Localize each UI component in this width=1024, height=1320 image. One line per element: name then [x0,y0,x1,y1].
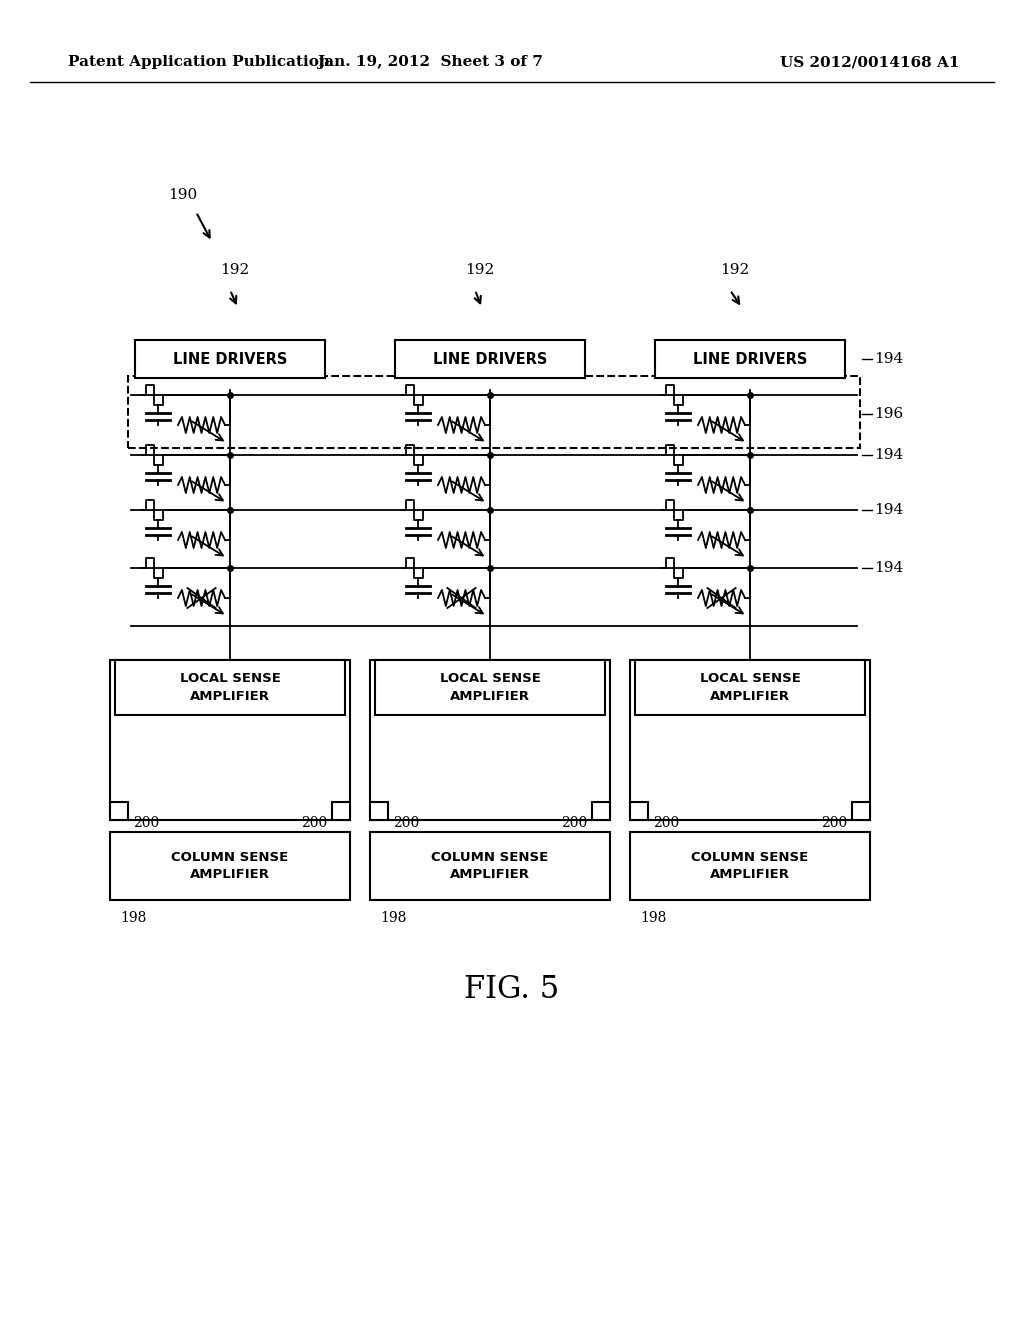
Text: 198: 198 [380,911,407,925]
Text: 198: 198 [640,911,667,925]
Text: LOCAL SENSE
AMPLIFIER: LOCAL SENSE AMPLIFIER [699,672,801,702]
Text: 200: 200 [393,816,419,830]
Text: US 2012/0014168 A1: US 2012/0014168 A1 [780,55,961,69]
Text: 190: 190 [168,187,198,202]
Text: 200: 200 [653,816,679,830]
Bar [135,341,325,378]
Bar [630,660,870,820]
Text: LOCAL SENSE
AMPLIFIER: LOCAL SENSE AMPLIFIER [179,672,281,702]
Text: 192: 192 [465,263,495,277]
Text: COLUMN SENSE
AMPLIFIER: COLUMN SENSE AMPLIFIER [431,851,549,880]
Bar [370,832,610,900]
Text: 194: 194 [874,561,903,576]
Text: LINE DRIVERS: LINE DRIVERS [173,351,287,367]
Text: LINE DRIVERS: LINE DRIVERS [693,351,807,367]
Bar [370,803,388,820]
Text: 192: 192 [220,263,249,277]
Bar [655,341,845,378]
Bar [370,660,610,820]
Text: LOCAL SENSE
AMPLIFIER: LOCAL SENSE AMPLIFIER [439,672,541,702]
Bar [630,832,870,900]
Text: 200: 200 [821,816,847,830]
Bar [115,660,345,715]
Text: FIG. 5: FIG. 5 [464,974,560,1006]
Bar [375,660,605,715]
Bar [110,660,350,820]
Text: 196: 196 [874,407,903,421]
Text: 192: 192 [720,263,750,277]
Text: Patent Application Publication: Patent Application Publication [68,55,330,69]
Bar [110,832,350,900]
Bar [630,803,648,820]
Text: COLUMN SENSE
AMPLIFIER: COLUMN SENSE AMPLIFIER [691,851,809,880]
Text: 200: 200 [561,816,587,830]
Bar [395,341,585,378]
Text: 194: 194 [874,447,903,462]
Text: 194: 194 [874,352,903,366]
Bar [592,803,610,820]
Bar [110,803,128,820]
Bar [635,660,865,715]
Text: COLUMN SENSE
AMPLIFIER: COLUMN SENSE AMPLIFIER [171,851,289,880]
Bar [332,803,350,820]
Bar [852,803,870,820]
Text: 198: 198 [120,911,146,925]
Text: LINE DRIVERS: LINE DRIVERS [433,351,547,367]
Text: 200: 200 [133,816,160,830]
Text: Jan. 19, 2012  Sheet 3 of 7: Jan. 19, 2012 Sheet 3 of 7 [317,55,543,69]
Text: 200: 200 [301,816,327,830]
Bar [128,376,860,447]
Text: 194: 194 [874,503,903,517]
